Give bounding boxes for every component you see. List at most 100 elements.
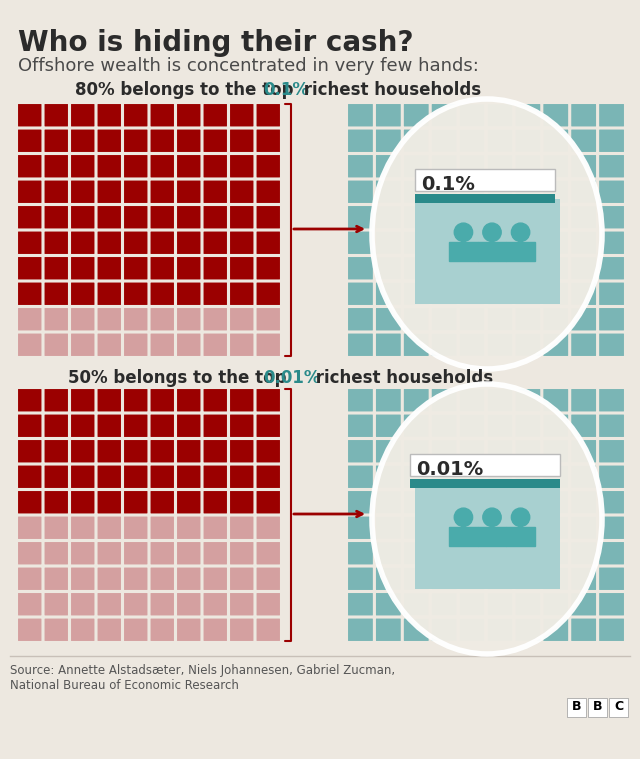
FancyBboxPatch shape bbox=[176, 154, 202, 178]
FancyBboxPatch shape bbox=[70, 465, 95, 489]
FancyBboxPatch shape bbox=[403, 515, 429, 540]
FancyBboxPatch shape bbox=[347, 179, 374, 204]
FancyBboxPatch shape bbox=[410, 454, 560, 476]
FancyBboxPatch shape bbox=[375, 566, 402, 591]
FancyBboxPatch shape bbox=[459, 128, 486, 153]
FancyBboxPatch shape bbox=[176, 566, 202, 591]
FancyBboxPatch shape bbox=[176, 541, 202, 565]
FancyBboxPatch shape bbox=[255, 103, 281, 128]
FancyBboxPatch shape bbox=[515, 128, 541, 153]
FancyBboxPatch shape bbox=[403, 388, 429, 412]
FancyBboxPatch shape bbox=[202, 256, 228, 281]
FancyBboxPatch shape bbox=[17, 566, 42, 591]
FancyBboxPatch shape bbox=[150, 618, 175, 642]
FancyBboxPatch shape bbox=[375, 490, 402, 515]
FancyBboxPatch shape bbox=[44, 414, 69, 438]
FancyBboxPatch shape bbox=[375, 154, 402, 178]
FancyBboxPatch shape bbox=[347, 465, 374, 489]
FancyBboxPatch shape bbox=[97, 388, 122, 412]
FancyBboxPatch shape bbox=[150, 332, 175, 357]
FancyBboxPatch shape bbox=[123, 231, 148, 255]
FancyBboxPatch shape bbox=[17, 541, 42, 565]
FancyBboxPatch shape bbox=[375, 103, 402, 128]
FancyBboxPatch shape bbox=[570, 179, 597, 204]
FancyBboxPatch shape bbox=[431, 566, 458, 591]
FancyBboxPatch shape bbox=[375, 465, 402, 489]
FancyBboxPatch shape bbox=[486, 414, 513, 438]
Ellipse shape bbox=[372, 99, 602, 369]
FancyBboxPatch shape bbox=[598, 490, 625, 515]
FancyBboxPatch shape bbox=[570, 282, 597, 306]
FancyBboxPatch shape bbox=[255, 439, 281, 464]
FancyBboxPatch shape bbox=[403, 465, 429, 489]
FancyBboxPatch shape bbox=[570, 414, 597, 438]
FancyBboxPatch shape bbox=[403, 414, 429, 438]
FancyBboxPatch shape bbox=[486, 231, 513, 255]
FancyBboxPatch shape bbox=[515, 592, 541, 616]
FancyBboxPatch shape bbox=[375, 332, 402, 357]
FancyBboxPatch shape bbox=[431, 128, 458, 153]
FancyBboxPatch shape bbox=[17, 231, 42, 255]
FancyBboxPatch shape bbox=[202, 465, 228, 489]
FancyBboxPatch shape bbox=[459, 515, 486, 540]
FancyBboxPatch shape bbox=[486, 256, 513, 281]
FancyBboxPatch shape bbox=[459, 439, 486, 464]
FancyBboxPatch shape bbox=[255, 332, 281, 357]
FancyBboxPatch shape bbox=[515, 307, 541, 332]
FancyBboxPatch shape bbox=[202, 515, 228, 540]
FancyBboxPatch shape bbox=[459, 541, 486, 565]
FancyBboxPatch shape bbox=[515, 256, 541, 281]
Text: Who is hiding their cash?: Who is hiding their cash? bbox=[18, 29, 413, 57]
FancyBboxPatch shape bbox=[415, 194, 555, 203]
Text: richest households: richest households bbox=[298, 81, 481, 99]
FancyBboxPatch shape bbox=[486, 465, 513, 489]
FancyBboxPatch shape bbox=[542, 307, 569, 332]
Polygon shape bbox=[449, 242, 477, 261]
FancyBboxPatch shape bbox=[347, 566, 374, 591]
FancyBboxPatch shape bbox=[403, 592, 429, 616]
FancyBboxPatch shape bbox=[202, 128, 228, 153]
FancyBboxPatch shape bbox=[97, 566, 122, 591]
FancyBboxPatch shape bbox=[542, 414, 569, 438]
FancyBboxPatch shape bbox=[515, 515, 541, 540]
FancyBboxPatch shape bbox=[431, 388, 458, 412]
FancyBboxPatch shape bbox=[202, 439, 228, 464]
FancyBboxPatch shape bbox=[255, 307, 281, 332]
FancyBboxPatch shape bbox=[598, 256, 625, 281]
FancyBboxPatch shape bbox=[459, 256, 486, 281]
FancyBboxPatch shape bbox=[486, 154, 513, 178]
FancyBboxPatch shape bbox=[97, 490, 122, 515]
FancyBboxPatch shape bbox=[459, 388, 486, 412]
FancyBboxPatch shape bbox=[609, 698, 628, 717]
FancyBboxPatch shape bbox=[515, 566, 541, 591]
FancyBboxPatch shape bbox=[229, 439, 255, 464]
FancyBboxPatch shape bbox=[44, 439, 69, 464]
FancyBboxPatch shape bbox=[44, 465, 69, 489]
FancyBboxPatch shape bbox=[431, 332, 458, 357]
FancyBboxPatch shape bbox=[570, 231, 597, 255]
FancyBboxPatch shape bbox=[229, 388, 255, 412]
FancyBboxPatch shape bbox=[515, 490, 541, 515]
FancyBboxPatch shape bbox=[123, 332, 148, 357]
FancyBboxPatch shape bbox=[202, 307, 228, 332]
FancyBboxPatch shape bbox=[415, 169, 555, 191]
FancyBboxPatch shape bbox=[375, 515, 402, 540]
FancyBboxPatch shape bbox=[176, 439, 202, 464]
FancyBboxPatch shape bbox=[44, 618, 69, 642]
FancyBboxPatch shape bbox=[202, 282, 228, 306]
FancyBboxPatch shape bbox=[542, 256, 569, 281]
FancyBboxPatch shape bbox=[515, 205, 541, 229]
FancyBboxPatch shape bbox=[515, 154, 541, 178]
FancyBboxPatch shape bbox=[255, 179, 281, 204]
FancyBboxPatch shape bbox=[97, 592, 122, 616]
FancyBboxPatch shape bbox=[229, 592, 255, 616]
FancyBboxPatch shape bbox=[70, 490, 95, 515]
FancyBboxPatch shape bbox=[459, 103, 486, 128]
FancyBboxPatch shape bbox=[570, 515, 597, 540]
Polygon shape bbox=[477, 242, 506, 261]
FancyBboxPatch shape bbox=[44, 490, 69, 515]
FancyBboxPatch shape bbox=[255, 414, 281, 438]
FancyBboxPatch shape bbox=[459, 282, 486, 306]
Text: 80% belongs to the top: 80% belongs to the top bbox=[75, 81, 300, 99]
FancyBboxPatch shape bbox=[570, 205, 597, 229]
